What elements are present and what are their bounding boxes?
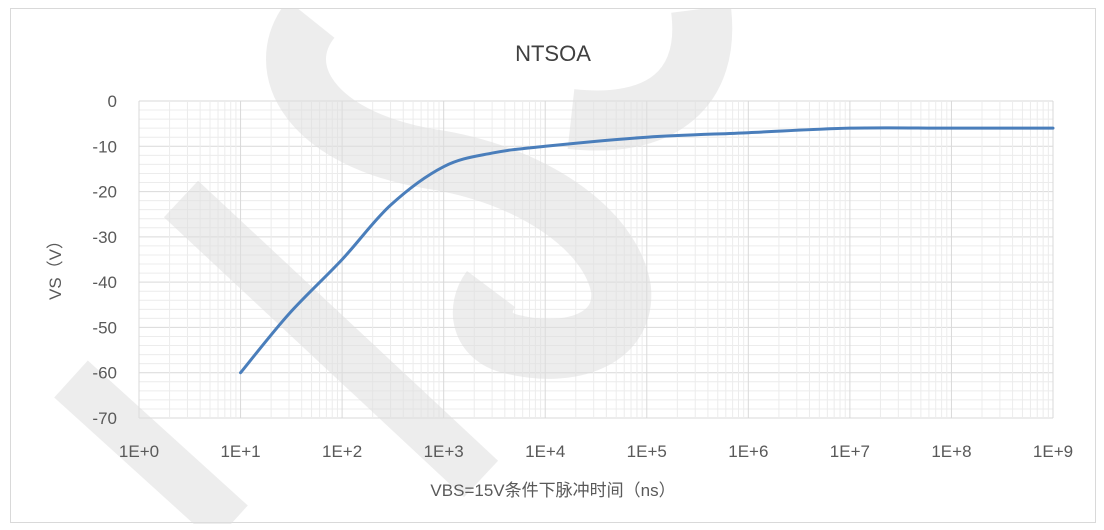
- x-tick-label: 1E+6: [728, 442, 768, 461]
- chart-svg: 1E+0 1E+1 1E+2 1E+3 1E+4 1E+5 1E+6 1E+7 1E+8 1E+9…: [46, 9, 1073, 524]
- x-tick-label: 1E+2: [322, 442, 362, 461]
- series-line: [239, 126, 1055, 375]
- watermark-stroke: [54, 180, 499, 524]
- series-layer: [239, 126, 1055, 375]
- y-tick-label: -50: [92, 318, 117, 337]
- watermark-stroke: [567, 9, 733, 151]
- y-tick-label: -60: [92, 364, 117, 383]
- x-tick-label: 1E+3: [424, 442, 464, 461]
- y-tick-label: -20: [92, 183, 117, 202]
- y-tick-label: -40: [92, 273, 117, 292]
- watermark: [54, 9, 733, 524]
- tick-labels: 1E+0 1E+1 1E+2 1E+3 1E+4 1E+5 1E+6 1E+7 1E+8 1E+9…: [92, 92, 1073, 461]
- chart-title: NTSOA: [515, 41, 591, 66]
- watermark-stroke: [266, 9, 652, 379]
- x-tick-label: 1E+9: [1033, 442, 1073, 461]
- y-tick-label: -70: [92, 409, 117, 428]
- y-tick-label: -10: [92, 137, 117, 156]
- x-tick-label: 1E+4: [525, 442, 565, 461]
- x-axis-label: VBS=15V条件下脉冲时间（ns）: [430, 481, 675, 500]
- y-tick-label: 0: [108, 92, 117, 111]
- y-tick-label: -30: [92, 228, 117, 247]
- x-tick-label: 1E+8: [931, 442, 971, 461]
- chart-frame: 1E+0 1E+1 1E+2 1E+3 1E+4 1E+5 1E+6 1E+7 1E+8 1E+9…: [10, 8, 1096, 524]
- x-tick-label: 1E+0: [119, 442, 159, 461]
- x-tick-label: 1E+1: [220, 442, 260, 461]
- x-tick-label: 1E+5: [627, 442, 667, 461]
- y-axis-label: VS（V）: [46, 232, 65, 300]
- x-tick-label: 1E+7: [830, 442, 870, 461]
